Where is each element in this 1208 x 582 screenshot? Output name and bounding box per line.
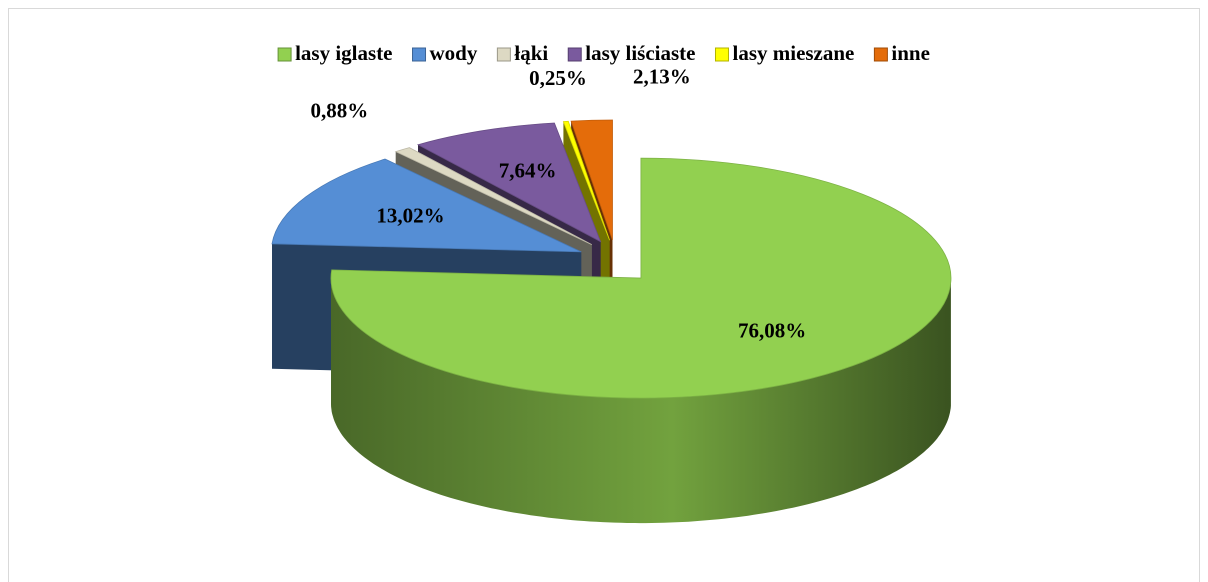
data-label: 2,13% xyxy=(633,65,691,89)
legend-label: łąki xyxy=(514,41,548,65)
slice-outer-wall xyxy=(331,278,951,524)
slice xyxy=(570,119,613,241)
data-label: 0,25% xyxy=(529,66,587,90)
data-label: 76,08% xyxy=(738,318,806,342)
data-label: 0,88% xyxy=(311,98,369,122)
data-label: 7,64% xyxy=(499,159,557,183)
legend-label: lasy mieszane xyxy=(732,41,854,65)
data-label: 13,02% xyxy=(376,204,444,228)
slice xyxy=(394,147,592,245)
legend-swatch xyxy=(277,47,292,62)
legend: lasy iglaste wody łąki lasy liściaste lasy m… xyxy=(277,41,930,65)
legend-label: wody xyxy=(430,41,478,65)
legend-label: inne xyxy=(891,41,930,65)
legend-swatch xyxy=(496,47,511,62)
slice xyxy=(562,120,611,241)
legend-label: lasy iglaste xyxy=(295,41,392,65)
slice xyxy=(330,157,952,399)
legend-swatch xyxy=(567,47,582,62)
legend-swatch xyxy=(873,47,888,62)
legend-label: lasy liściaste xyxy=(585,41,695,65)
legend-swatch xyxy=(412,47,427,62)
slice xyxy=(271,158,582,253)
legend-swatch xyxy=(714,47,729,62)
slice xyxy=(416,122,602,243)
